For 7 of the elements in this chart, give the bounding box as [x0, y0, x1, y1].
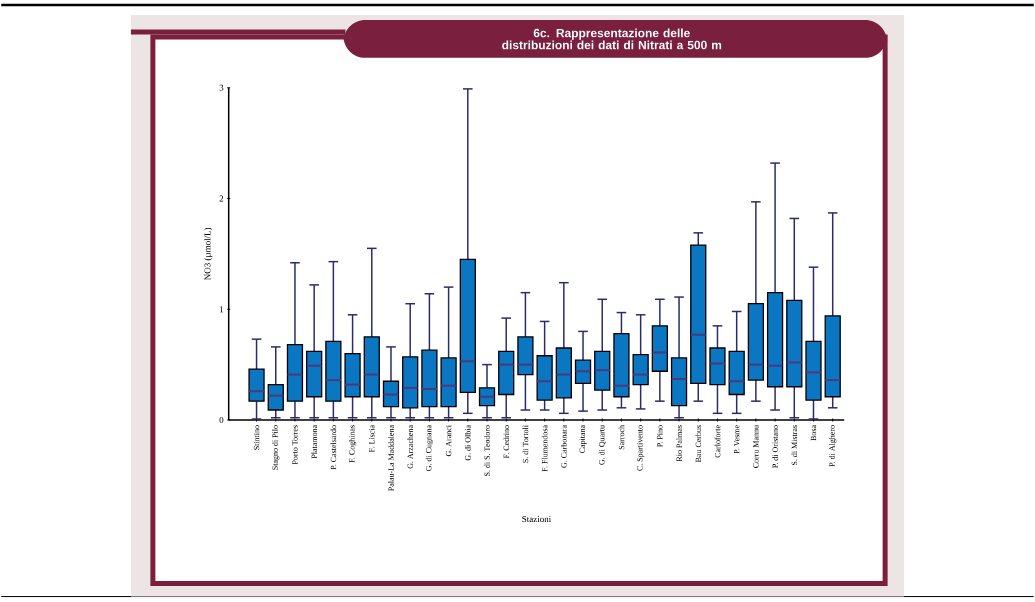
y-tick-label: 2: [219, 195, 224, 202]
y-tick-label: 0: [219, 417, 224, 424]
y-tick-label: 1: [219, 306, 224, 313]
x-axis-title: Stazioni: [522, 516, 552, 523]
chart-title: 6c. Rappresentazione delle distribuzioni dei dati di Nitrati a 500 m: [502, 28, 722, 50]
y-axis-title: NO3 (µmol/L): [204, 228, 213, 281]
y-tick-label: 3: [219, 84, 224, 92]
